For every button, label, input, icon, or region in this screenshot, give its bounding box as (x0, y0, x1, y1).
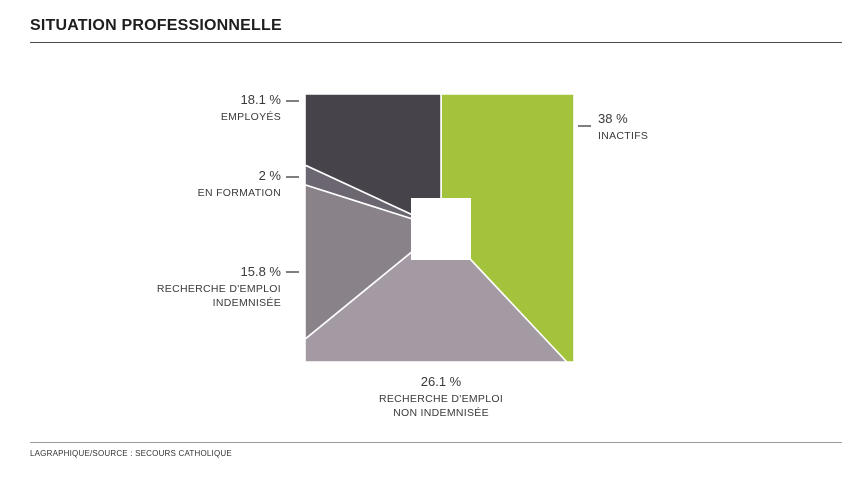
slice-category-label: EMPLOYÉS (221, 110, 281, 123)
slice-category-label: NON INDEMNISÉE (393, 406, 489, 419)
slice-category-label: RECHERCHE D'EMPLOI (157, 283, 281, 295)
slice-4 (304, 93, 442, 229)
slice-category-label: EN FORMATION (198, 187, 281, 199)
slice-value-label: 15.8 % (241, 264, 282, 279)
slice-category-label: INACTIFS (598, 130, 648, 142)
slice-value-label: 2 % (259, 168, 282, 183)
title-rule (30, 42, 842, 43)
center-hole (411, 198, 471, 260)
source-note: LAGRAPHIQUE/SOURCE : SECOURS CATHOLIQUE (30, 449, 232, 458)
slice-category-label: RECHERCHE D'EMPLOI (379, 393, 503, 405)
slice-label-4: 18.1 % EMPLOYÉS (221, 92, 299, 123)
chart-title: SITUATION PROFESSIONNELLE (30, 17, 282, 34)
slice-category-label: INDEMNISÉE (213, 296, 281, 309)
slice-value-label: 18.1 % (241, 92, 282, 107)
slice-label-0: 38 % INACTIFS (578, 111, 648, 142)
source-rule (30, 442, 842, 443)
slice-value-label: 38 % (598, 111, 628, 126)
slice-label-3: 2 % EN FORMATION (198, 168, 299, 199)
slice-value-label: 26.1 % (421, 374, 462, 389)
